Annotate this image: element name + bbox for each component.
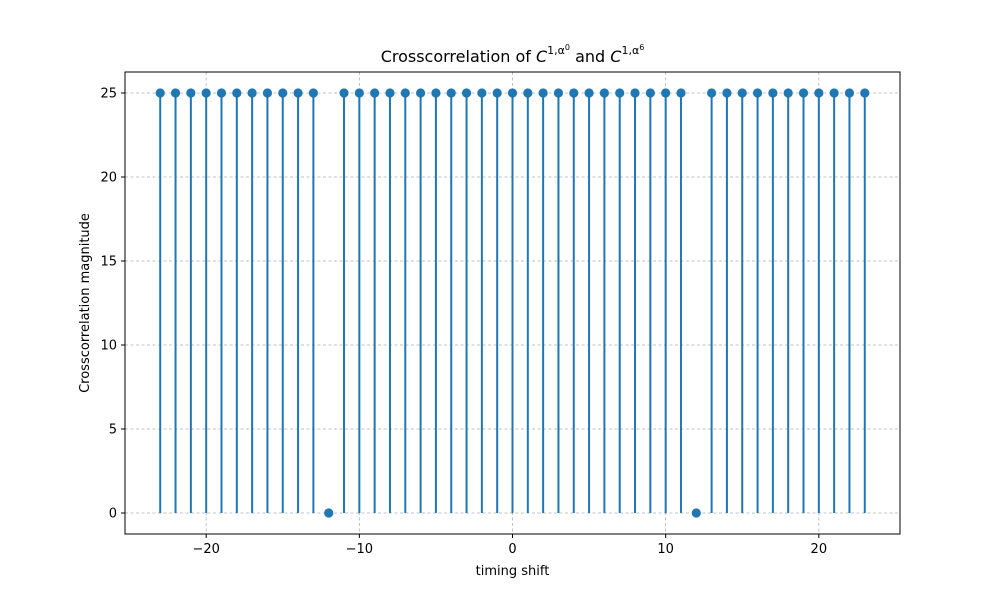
axis-ticks: −20 −10 0 10 20 0 5 10 15 20 25 [100,87,827,558]
title-term2-subsup: 6 [639,43,644,52]
stem-marker-21 [477,88,487,98]
stem-marker-8 [278,88,288,98]
y-tick-label-1: 5 [109,423,117,438]
stem-marker-6 [247,88,257,98]
stem-marker-42 [798,88,809,98]
y-tick-label-3: 15 [100,255,117,270]
stem-marker-14 [370,88,380,98]
title-middle: and [570,47,610,66]
stem-marker-41 [783,88,793,98]
stem-marker-40 [768,88,778,98]
title-term1-subsup: 0 [565,43,570,52]
stem-marker-12 [339,88,349,98]
stem-marker-35 [691,508,701,518]
stem-marker-44 [829,88,839,98]
stem-marker-10 [308,88,318,98]
stem-marker-4 [216,88,227,98]
x-tick-label-4: 20 [811,542,828,557]
stem-marker-22 [492,88,502,98]
stem-marker-1 [170,88,181,98]
stem-marker-37 [722,88,732,98]
stem-marker-33 [661,88,671,98]
stem-marker-39 [752,88,763,98]
x-tick-label-2: 0 [508,542,516,557]
x-tick-label-0: −20 [192,542,219,557]
chart-title: Crosscorrelation of C1,α0 and C1,α6 [381,43,645,66]
y-tick-label-5: 25 [100,87,117,102]
title-term1-sup: 1,α [547,44,565,57]
y-tick-label-0: 0 [109,507,117,522]
y-tick-label-2: 10 [100,339,117,354]
stem-marker-20 [461,88,472,98]
stem-marker-5 [232,88,242,98]
title-term2-base: C [610,47,622,66]
stem-marker-11 [324,508,334,518]
stem-series [155,88,870,518]
stem-marker-28 [584,88,594,98]
stem-marker-3 [201,88,211,98]
stem-marker-26 [553,88,564,98]
stem-marker-0 [155,88,165,98]
stem-marker-13 [354,88,364,98]
stem-marker-7 [262,88,273,98]
stem-marker-46 [860,88,870,98]
stem-marker-23 [507,88,518,98]
stem-marker-32 [645,88,655,98]
stem-marker-15 [385,88,395,98]
stem-marker-19 [446,88,456,98]
title-prefix: Crosscorrelation of [381,47,536,66]
stem-marker-9 [293,88,303,98]
stem-marker-31 [630,88,640,98]
title-term1-base: C [536,47,548,66]
x-axis-label: timing shift [476,564,550,579]
stem-marker-38 [737,88,747,98]
stem-marker-17 [416,88,426,98]
x-tick-label-3: 10 [657,542,674,557]
title-term2-sup: 1,α [621,44,639,57]
stem-marker-2 [186,88,196,98]
stem-marker-16 [400,88,410,98]
stem-marker-18 [431,88,441,98]
stem-marker-24 [523,88,533,98]
stem-marker-36 [707,88,717,98]
stem-marker-25 [538,88,548,98]
stem-marker-34 [676,88,686,98]
stem-marker-29 [599,88,609,98]
y-tick-label-4: 20 [100,171,117,186]
stem-marker-30 [615,88,625,98]
stem-marker-43 [814,88,824,98]
stem-marker-45 [844,88,855,98]
y-axis-label: Crosscorrelation magnitude [78,213,93,393]
x-tick-label-1: −10 [346,542,373,557]
stem-marker-27 [569,88,579,98]
